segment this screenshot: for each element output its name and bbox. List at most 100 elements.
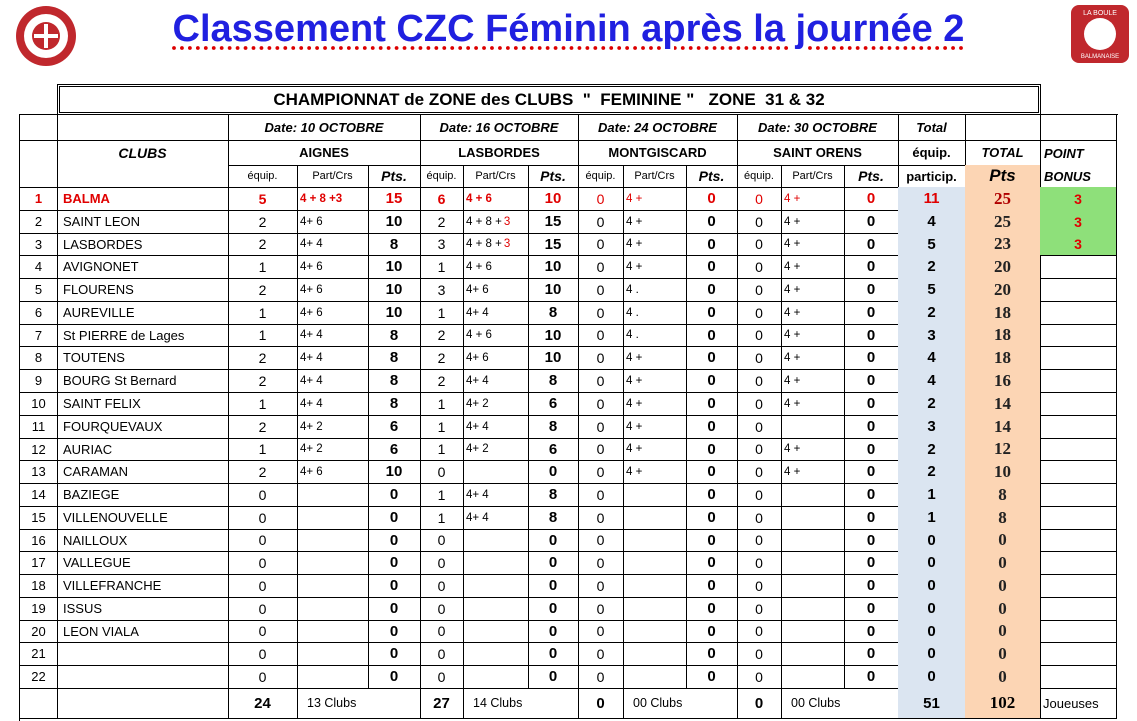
cell-text: 4 +: [784, 397, 801, 410]
data-cell: 4 + 6: [463, 187, 529, 211]
club-cell: LEON VIALA: [57, 620, 229, 643]
cell-text: 0: [596, 645, 605, 662]
total-cell: 00 Clubs: [781, 688, 899, 719]
data-cell: 0: [844, 506, 899, 530]
cell-text: 2: [437, 349, 446, 366]
data-cell: 0: [686, 369, 738, 393]
data-cell: 0: [228, 642, 298, 666]
cell-text: 4 +: [626, 465, 643, 478]
data-cell: 0: [686, 324, 738, 347]
data-cell: 0: [420, 460, 464, 484]
cell-text: 5: [927, 281, 936, 298]
data-cell: [1040, 346, 1117, 370]
data-cell: 1: [898, 506, 966, 530]
cell-text: 0: [707, 372, 716, 389]
data-cell: [781, 574, 845, 598]
data-cell: 2: [898, 438, 966, 461]
data-cell: 4 + 8 +3: [297, 187, 369, 211]
cell-text: 4: [927, 349, 936, 366]
cell-text: 0: [927, 645, 936, 662]
cell-text: 4+ 4: [300, 374, 323, 387]
data-cell: 0: [737, 665, 782, 689]
cell-text: 2: [258, 236, 267, 252]
cell-text: 0: [998, 666, 1007, 686]
data-cell: 0: [578, 346, 624, 370]
cell-text: 1: [437, 509, 446, 526]
cell-text: 6: [548, 395, 558, 412]
cell-text: 0: [755, 349, 763, 366]
total-cell: 27: [420, 688, 464, 719]
cell-text: 0: [707, 190, 716, 207]
cell-text: 4 +: [626, 351, 643, 364]
data-cell: 0: [368, 483, 421, 507]
data-cell: 4: [898, 346, 966, 370]
data-cell: [297, 551, 369, 575]
total-cell: 13 Clubs: [297, 688, 421, 719]
cell-text: 3: [1074, 190, 1082, 207]
cell-text: 3: [927, 418, 936, 435]
data-cell: 0: [844, 460, 899, 484]
data-cell: 4 +: [781, 301, 845, 325]
cell-text: 4 +: [784, 192, 801, 205]
data-cell: 2: [898, 255, 966, 279]
data-cell: 1: [420, 483, 464, 507]
club-name: VALLEGUE: [63, 555, 131, 570]
data-cell: 0: [578, 255, 624, 279]
cell-text: 4+ 4: [466, 306, 489, 319]
cell-text: 0: [596, 623, 605, 639]
data-cell: 3: [898, 415, 966, 439]
data-cell: 14: [20, 483, 58, 507]
cell-text: 1: [437, 304, 446, 321]
data-cell: 4 +: [781, 392, 845, 416]
cell-text: 0: [866, 531, 876, 549]
total-text: 0: [596, 694, 605, 712]
data-cell: 0: [686, 438, 738, 461]
venue-header: LASBORDES: [420, 140, 579, 166]
data-cell: 4 +: [623, 187, 687, 211]
data-cell: 0: [228, 551, 298, 575]
header-cell: POINT: [1040, 140, 1117, 166]
cell-text: 0: [755, 600, 763, 617]
cell-text: 0: [866, 486, 876, 503]
total-text: 00 Clubs: [633, 696, 683, 710]
cell-text: 0: [755, 645, 763, 662]
data-cell: 4+ 6: [297, 460, 369, 484]
data-cell: 4+ 4: [463, 415, 529, 439]
cell-text: 2: [258, 463, 267, 480]
data-cell: 15: [528, 210, 579, 234]
club-cell: VALLEGUE: [57, 551, 229, 575]
sub-header-text: Pts.: [858, 168, 884, 184]
data-cell: 2: [228, 415, 298, 439]
cell-text: 10: [994, 461, 1011, 481]
club-cell: AVIGNONET: [57, 255, 229, 279]
data-cell: 6: [420, 187, 464, 211]
cell-text: 10: [385, 463, 403, 480]
cell-text: 0: [866, 577, 876, 594]
cell-text: 0: [998, 621, 1007, 640]
data-cell: 10: [20, 392, 58, 416]
cell-text: 8: [548, 304, 558, 321]
cell-text: 0: [755, 304, 763, 321]
cell-text: 0: [866, 235, 876, 253]
data-cell: [781, 665, 845, 689]
data-cell: 0: [686, 346, 738, 370]
cell-text: 4 + 8 +3: [300, 192, 343, 205]
cell-text: 0: [258, 532, 267, 548]
data-cell: 0: [578, 551, 624, 575]
data-cell: 25: [965, 210, 1041, 234]
cell-text: 10: [544, 349, 562, 366]
data-cell: 6: [368, 415, 421, 439]
data-cell: 4 .: [623, 278, 687, 302]
data-cell: 0: [844, 369, 899, 393]
cell-text: 0: [596, 213, 605, 230]
cell-text: 4 .: [626, 329, 639, 341]
cell-text: 0: [927, 600, 936, 617]
data-cell: 1: [228, 255, 298, 279]
blank: [20, 140, 58, 188]
sub-header: Pts.: [686, 165, 738, 188]
sub-header: Part/Crs: [297, 165, 369, 188]
data-cell: 18: [965, 346, 1041, 370]
data-cell: 0: [844, 597, 899, 621]
data-cell: 4 +: [781, 233, 845, 256]
sub-header: particip.: [898, 165, 966, 188]
